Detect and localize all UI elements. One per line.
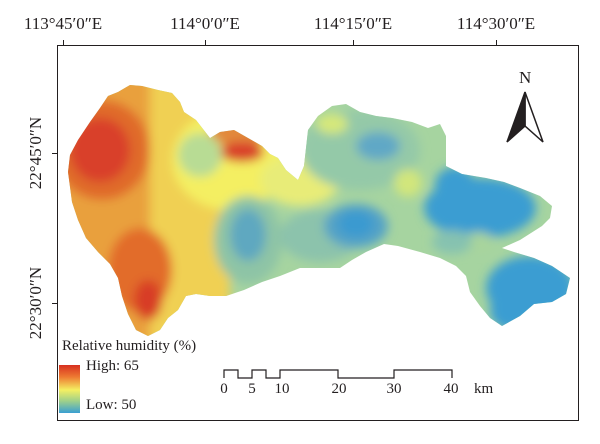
latitude-label-22-45: 22°45′0″N — [26, 116, 45, 190]
longitude-label-114-30: 114°30′0″E — [456, 14, 536, 33]
top-tick — [353, 40, 354, 46]
north-arrow-icon — [506, 91, 544, 143]
scale-bar — [223, 369, 453, 379]
latitude-label-22-30: 22°30′0″N — [26, 266, 45, 340]
scale-label-30: 30 — [386, 381, 402, 397]
scale-label-10: 10 — [274, 381, 290, 397]
left-tick — [52, 153, 58, 154]
top-tick — [63, 40, 64, 46]
scale-label-0: 0 — [220, 381, 228, 397]
longitude-label-113-45: 113°45′0″E — [23, 14, 103, 33]
legend-low-label: Low: 50 — [86, 397, 137, 413]
left-tick — [52, 303, 58, 304]
top-tick — [496, 40, 497, 46]
longitude-label-114-00: 114°0′0″E — [170, 14, 240, 33]
longitude-label-114-15: 114°15′0″E — [313, 14, 393, 33]
legend-color-ramp — [59, 365, 80, 413]
legend-title: Relative humidity (%) — [62, 338, 197, 354]
scale-label-20: 20 — [331, 381, 347, 397]
top-tick — [205, 40, 206, 46]
north-label: N — [519, 68, 532, 87]
scale-unit: km — [474, 381, 494, 397]
humidity-map — [68, 85, 570, 336]
scale-label-40: 40 — [443, 381, 459, 397]
legend-high-label: High: 65 — [86, 358, 139, 374]
scale-label-5: 5 — [248, 381, 256, 397]
